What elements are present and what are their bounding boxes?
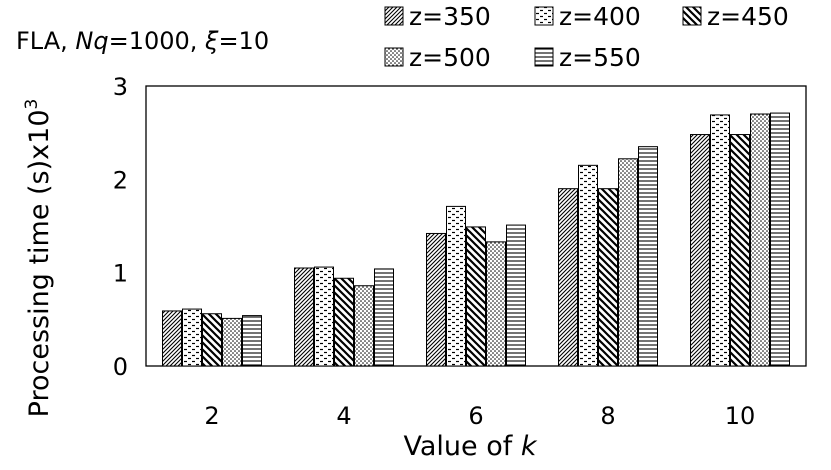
bar-z-450-k2 (202, 313, 222, 367)
legend-swatch-z-550 (534, 47, 554, 67)
bar-z-400-k8 (578, 164, 598, 367)
bar-z-350-k8 (558, 188, 578, 367)
bar-z-400-k10 (710, 114, 730, 367)
bar-z-550-k4 (374, 268, 394, 367)
title-nq-symbol: Nq (75, 27, 108, 55)
title-nq-value: =1000, (109, 27, 205, 55)
bar-z-550-k6 (506, 224, 526, 367)
bar-z-350-k10 (690, 134, 710, 367)
legend-label-z-400: z=400 (559, 2, 641, 31)
x-tick-label: 10 (725, 402, 756, 430)
bar-z-500-k8 (618, 158, 638, 367)
y-tick-label: 2 (113, 166, 128, 194)
x-tick-labels: 2 4 6 8 10 (204, 402, 755, 430)
bar-z-400-k2 (182, 308, 202, 367)
title-prefix: FLA, (16, 27, 75, 55)
bar-z-350-k4 (294, 267, 314, 367)
bar-z-400-k6 (446, 205, 466, 367)
legend-label-z-350: z=350 (409, 2, 491, 31)
legend-swatch-z-500 (384, 47, 404, 67)
bar-z-550-k8 (638, 146, 658, 367)
legend: z=350 z=400 z=450 z=500 z=550 (384, 2, 789, 72)
bar-z-500-k2 (222, 317, 242, 367)
legend-label-z-500: z=500 (409, 43, 491, 72)
y-tick-label: 3 (113, 73, 128, 101)
legend-label-z-450: z=450 (707, 2, 789, 31)
legend-label-z-550: z=550 (559, 43, 641, 72)
x-tick-label: 2 (204, 402, 219, 430)
bar-z-450-k4 (334, 277, 354, 367)
bar-z-500-k4 (354, 285, 374, 367)
x-tick-label: 8 (600, 402, 615, 430)
x-axis-title-text: Value of (404, 431, 521, 462)
y-axis-title: Processing time (s)x103 (22, 99, 55, 418)
x-tick-label: 6 (468, 402, 483, 430)
bar-z-500-k10 (750, 113, 770, 367)
chart-title: FLA, Nq=1000, ξ=10 (16, 27, 269, 55)
title-xi-value: =10 (218, 27, 269, 55)
bar-z-500-k6 (486, 241, 506, 367)
bar-marks (162, 112, 790, 367)
y-tick-label: 1 (113, 260, 128, 288)
x-axis-title-var: k (521, 431, 538, 462)
y-tick-labels: 0 1 2 3 (113, 73, 128, 381)
bar-z-550-k10 (770, 112, 790, 367)
bar-z-450-k8 (598, 188, 618, 367)
y-axis-title-exponent: 3 (22, 99, 42, 110)
bar-z-450-k6 (466, 226, 486, 367)
title-xi-symbol: ξ (204, 27, 219, 55)
x-axis-title: Value of k (404, 431, 538, 462)
legend-swatch-z-400 (534, 6, 554, 26)
bar-z-350-k6 (426, 232, 446, 367)
legend-swatch-z-450 (682, 6, 702, 26)
x-tick-label: 4 (336, 402, 351, 430)
y-axis-title-text: Processing time (s)x10 (24, 110, 55, 418)
y-tick-label: 0 (113, 353, 128, 381)
legend-swatch-z-350 (384, 6, 404, 26)
bar-z-550-k2 (242, 315, 262, 367)
bar-z-450-k10 (730, 134, 750, 367)
bar-z-400-k4 (314, 266, 334, 367)
bar-z-350-k2 (162, 310, 182, 367)
